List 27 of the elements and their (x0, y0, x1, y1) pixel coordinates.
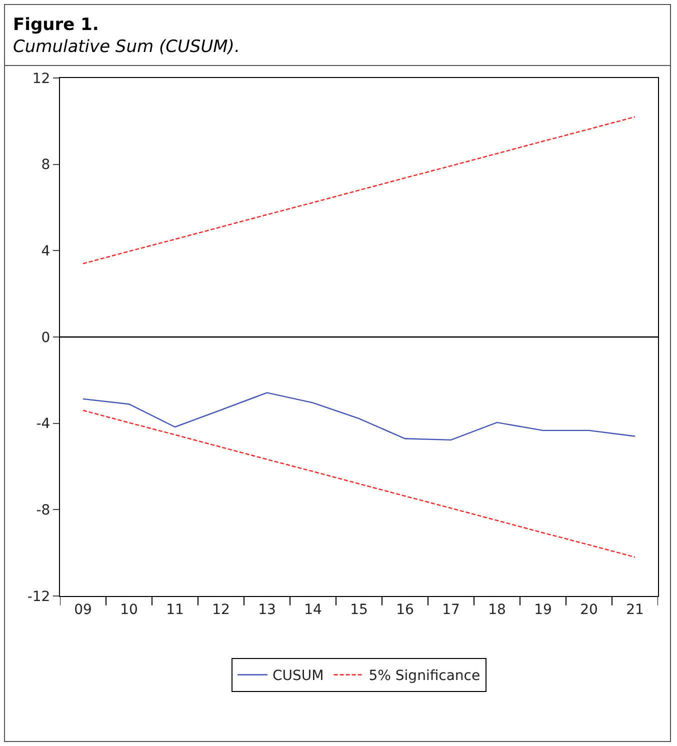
x-tick-label: 20 (580, 602, 598, 618)
line-series (82, 410, 636, 558)
line-series (82, 116, 636, 264)
legend-label: CUSUM (272, 668, 324, 684)
x-tick-label: 16 (396, 602, 414, 618)
x-tick-label: 13 (258, 602, 276, 618)
y-tick-label: -8 (36, 502, 50, 519)
x-tick-label: 17 (442, 602, 460, 618)
y-tick-label: 12 (32, 70, 50, 87)
x-tick-label: 14 (304, 602, 322, 618)
x-tick-label: 21 (626, 602, 644, 618)
y-tick-label: 4 (41, 244, 50, 260)
x-tick-label: 15 (350, 602, 368, 618)
line-series (82, 392, 636, 441)
x-tick-label: 10 (120, 602, 138, 618)
chart-subtitle: Cumulative Sum (CUSUM). (13, 37, 241, 57)
legend-label: 5% Significance (368, 668, 480, 684)
x-tick-label: 18 (488, 602, 506, 618)
y-tick-label: -4 (36, 416, 50, 432)
x-tick-label: 11 (166, 602, 184, 618)
x-tick-label: 12 (212, 602, 230, 618)
x-tick-label: 19 (534, 602, 552, 618)
y-tick-label: -12 (27, 588, 50, 605)
y-tick-label: 0 (41, 330, 50, 346)
chart-title: Figure 1. (13, 15, 100, 35)
x-tick-label: 09 (74, 602, 92, 618)
y-tick-label: 8 (41, 157, 50, 174)
